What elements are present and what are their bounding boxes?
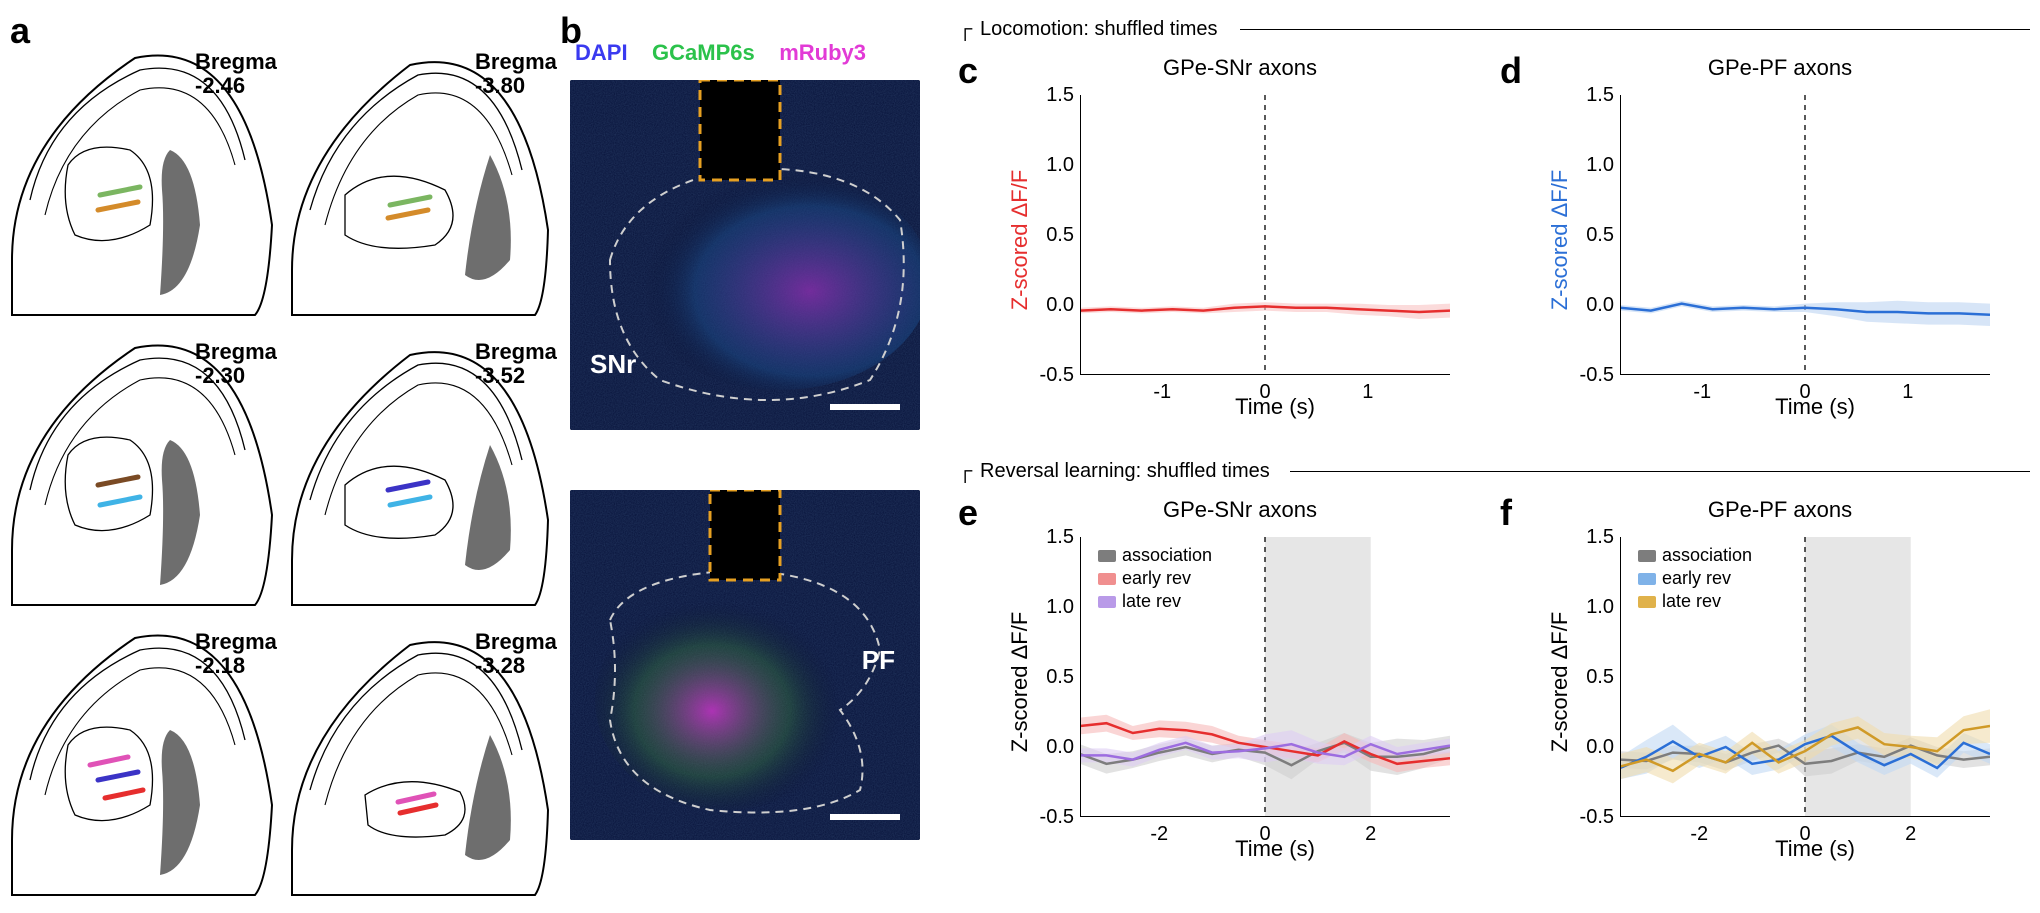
ytick: 0.5 bbox=[1038, 224, 1074, 247]
ytick: 0.0 bbox=[1038, 736, 1074, 759]
y-axis-label: Z-scored ΔF/F bbox=[1547, 170, 1573, 311]
chart-legend: associationearly revlate rev bbox=[1638, 545, 1752, 614]
stain-dapi: DAPI bbox=[575, 40, 628, 65]
chart-c: GPe-SNr axons-0.50.00.51.01.5-101Z-score… bbox=[1010, 55, 1470, 425]
y-axis-label: Z-scored ΔF/F bbox=[1007, 170, 1033, 311]
chart-title: GPe-SNr axons bbox=[1010, 55, 1470, 81]
section-bracket-bottom: ┌ bbox=[958, 460, 972, 483]
figure-root: a Bregma-2.46 Bregma-2.30 Bregma-2.18 Br… bbox=[0, 0, 2040, 913]
ytick: 0.0 bbox=[1038, 294, 1074, 317]
panel-c-label: c bbox=[958, 50, 978, 92]
charts-area: ┌ Locomotion: shuffled times c GPe-SNr a… bbox=[940, 0, 2040, 913]
x-axis-label: Time (s) bbox=[1620, 394, 2010, 420]
legend-label: early rev bbox=[1122, 568, 1191, 589]
ytick: 1.0 bbox=[1038, 596, 1074, 619]
bregma-left-1: Bregma-2.30 bbox=[195, 340, 277, 388]
micrograph-snr: SNr bbox=[570, 80, 920, 430]
legend-label: late rev bbox=[1662, 591, 1721, 612]
legend-label: association bbox=[1662, 545, 1752, 566]
ytick: -0.5 bbox=[1038, 364, 1074, 387]
ytick: 1.0 bbox=[1578, 154, 1614, 177]
y-axis-label: Z-scored ΔF/F bbox=[1007, 612, 1033, 753]
scale-bar-pf bbox=[830, 814, 900, 820]
region-snr-label: SNr bbox=[590, 349, 636, 380]
section-locomotion-label: Locomotion: shuffled times bbox=[980, 18, 1218, 41]
panel-f-label: f bbox=[1500, 492, 1512, 534]
x-axis-label: Time (s) bbox=[1620, 836, 2010, 862]
section-bracket-top: ┌ bbox=[958, 18, 972, 41]
scale-bar-snr bbox=[830, 404, 900, 410]
chart-e: GPe-SNr axons-0.50.00.51.01.5-202associa… bbox=[1010, 497, 1470, 867]
ytick: 1.5 bbox=[1578, 84, 1614, 107]
bregma-right-0: Bregma-3.80 bbox=[475, 50, 557, 98]
legend-label: early rev bbox=[1662, 568, 1731, 589]
legend-label: association bbox=[1122, 545, 1212, 566]
ytick: 0.0 bbox=[1578, 736, 1614, 759]
chart-d: GPe-PF axons-0.50.00.51.01.5-101Z-scored… bbox=[1550, 55, 2010, 425]
x-axis-label: Time (s) bbox=[1080, 394, 1470, 420]
bregma-left-2: Bregma-2.18 bbox=[195, 630, 277, 678]
panel-e-label: e bbox=[958, 492, 978, 534]
chart-title: GPe-PF axons bbox=[1550, 55, 2010, 81]
chart-title: GPe-PF axons bbox=[1550, 497, 2010, 523]
ytick: 0.5 bbox=[1038, 666, 1074, 689]
micrograph-pf: PF bbox=[570, 490, 920, 840]
stain-gcamp: GCaMP6s bbox=[652, 40, 755, 65]
panel-a: a Bregma-2.46 Bregma-2.30 Bregma-2.18 Br… bbox=[0, 0, 560, 913]
x-axis-label: Time (s) bbox=[1080, 836, 1470, 862]
panel-b: b DAPI GCaMP6s mRuby3 bbox=[560, 0, 940, 913]
chart-title: GPe-SNr axons bbox=[1010, 497, 1470, 523]
stain-labels: DAPI GCaMP6s mRuby3 bbox=[575, 40, 866, 66]
bregma-left-0: Bregma-2.46 bbox=[195, 50, 277, 98]
legend-label: late rev bbox=[1122, 591, 1181, 612]
chart-legend: associationearly revlate rev bbox=[1098, 545, 1212, 614]
ytick: 1.5 bbox=[1578, 526, 1614, 549]
ytick: -0.5 bbox=[1578, 364, 1614, 387]
region-pf-label: PF bbox=[862, 645, 895, 676]
stain-mruby: mRuby3 bbox=[779, 40, 866, 65]
bregma-right-1: Bregma-3.52 bbox=[475, 340, 557, 388]
ytick: 1.0 bbox=[1038, 154, 1074, 177]
ytick: -0.5 bbox=[1578, 806, 1614, 829]
ytick: 0.5 bbox=[1578, 224, 1614, 247]
y-axis-label: Z-scored ΔF/F bbox=[1547, 612, 1573, 753]
ytick: 1.5 bbox=[1038, 84, 1074, 107]
panel-d-label: d bbox=[1500, 50, 1522, 92]
ytick: 0.0 bbox=[1578, 294, 1614, 317]
ytick: -0.5 bbox=[1038, 806, 1074, 829]
ytick: 1.0 bbox=[1578, 596, 1614, 619]
section-reversal-line bbox=[1290, 471, 2030, 472]
ytick: 0.5 bbox=[1578, 666, 1614, 689]
ytick: 1.5 bbox=[1038, 526, 1074, 549]
chart-f: GPe-PF axons-0.50.00.51.01.5-202associat… bbox=[1550, 497, 2010, 867]
section-reversal-label: Reversal learning: shuffled times bbox=[980, 460, 1270, 483]
bregma-right-2: Bregma-3.28 bbox=[475, 630, 557, 678]
section-locomotion-line bbox=[1240, 29, 2030, 30]
